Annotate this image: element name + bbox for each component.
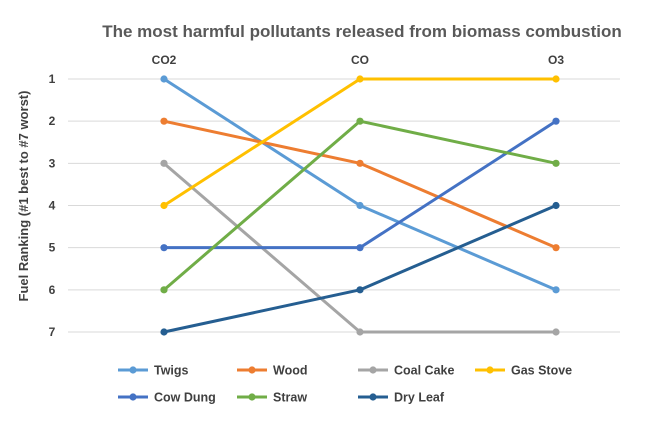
series-line: [162, 204, 558, 334]
legend-swatch-marker: [369, 366, 377, 374]
legend-item: Wood: [237, 364, 307, 378]
legend-item: Coal Cake: [358, 364, 454, 378]
series-line: [162, 119, 558, 250]
legend-item: Straw: [237, 391, 307, 405]
series-line: [162, 77, 558, 207]
data-point: [552, 201, 560, 210]
legend-label: Wood: [273, 364, 307, 378]
legend-item: Cow Dung: [118, 391, 216, 405]
y-tick-label: 5: [49, 241, 56, 255]
y-tick-label: 2: [49, 114, 56, 128]
legend-label: Twigs: [154, 364, 189, 378]
data-point: [356, 201, 364, 210]
data-point: [160, 286, 168, 294]
data-point: [552, 328, 560, 336]
chart-title: The most harmful pollutants released fro…: [102, 22, 622, 41]
data-point: [160, 244, 168, 252]
series-line: [162, 119, 558, 250]
legend-label: Dry Leaf: [394, 391, 445, 405]
data-point: [552, 159, 560, 167]
x-axis-categories: CO2 CO O3: [152, 53, 565, 67]
series-coal-cake: [160, 159, 560, 336]
data-point: [552, 75, 560, 83]
data-point: [552, 117, 560, 125]
data-point: [356, 159, 364, 167]
legend-swatch-marker: [248, 393, 256, 401]
data-point: [552, 286, 560, 294]
data-point: [356, 286, 364, 294]
series-dry-leaf: [160, 201, 560, 336]
legend: Twigs Wood Coal Cake Gas Stove Cow Dung Straw…: [118, 364, 572, 405]
y-axis-label: Fuel Ranking (#1 best to #7 worst): [16, 91, 31, 302]
legend-swatch-marker: [248, 366, 256, 374]
data-point: [160, 117, 168, 125]
x-category-label: O3: [548, 53, 564, 67]
y-tick-label: 3: [49, 156, 56, 170]
data-point: [160, 75, 168, 83]
y-axis-ticks: 1 2 3 4 5 6 7: [49, 72, 56, 339]
y-tick-label: 4: [49, 199, 56, 213]
x-category-label: CO2: [152, 53, 177, 67]
series-layer: [160, 75, 560, 336]
legend-label: Gas Stove: [511, 364, 572, 378]
y-tick-label: 1: [49, 72, 56, 86]
data-point: [356, 75, 364, 83]
data-point: [356, 328, 364, 336]
legend-item: Twigs: [118, 364, 189, 378]
data-point: [552, 244, 560, 252]
data-point: [356, 117, 364, 125]
legend-label: Coal Cake: [394, 364, 454, 378]
data-point: [160, 159, 168, 167]
series-straw: [160, 117, 560, 294]
data-point: [160, 328, 168, 336]
legend-item: Dry Leaf: [358, 391, 445, 405]
legend-item: Gas Stove: [475, 364, 572, 378]
series-wood: [160, 117, 560, 252]
legend-swatch-marker: [129, 366, 137, 374]
series-gas-stove: [160, 75, 560, 210]
x-category-label: CO: [351, 53, 369, 67]
legend-swatch-marker: [129, 393, 137, 401]
legend-swatch-marker: [369, 393, 377, 401]
series-cow-dung: [160, 117, 560, 252]
legend-swatch-marker: [486, 366, 494, 374]
series-line: [162, 77, 558, 292]
y-tick-label: 6: [49, 283, 56, 297]
y-tick-label: 7: [49, 325, 56, 339]
legend-label: Cow Dung: [154, 391, 216, 405]
series-twigs: [160, 75, 560, 294]
data-point: [160, 201, 168, 210]
legend-label: Straw: [273, 391, 307, 405]
data-point: [356, 244, 364, 252]
